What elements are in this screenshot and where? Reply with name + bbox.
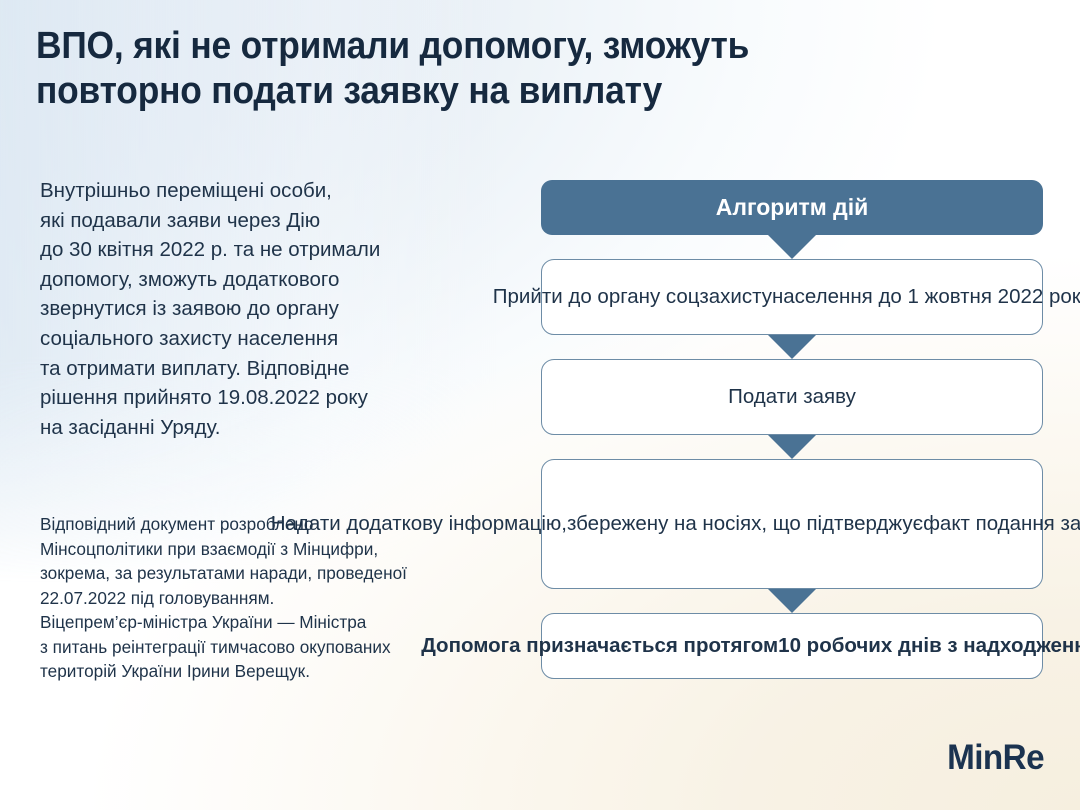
flow-step-3-line-2: збережену на носіях, що підтверджує [566, 511, 924, 535]
lead-paragraph-line-9: на засіданні Уряду. [40, 415, 221, 439]
flow-step-3-line-3: факт подання заяви через [923, 511, 1080, 535]
flow-arrow-down-icon [768, 435, 816, 459]
footnote-line-5: Віцепрем’єр-міністра України — Міністра [40, 612, 367, 632]
flow-step-1: Прийти до органу соцзахисту населення до … [493, 259, 1080, 335]
lead-paragraph-line-4: допомогу, зможуть додаткового [40, 267, 340, 291]
lead-paragraph-line-6: соціального захисту населення [40, 327, 339, 351]
page-title-line-2: повторно подати заявку на виплату [36, 69, 663, 112]
lead-paragraph-line-2: які подавали заяви через Дію [40, 208, 321, 232]
minre-logo: MinRe [947, 738, 1044, 777]
footnote-line-6: з питань реінтеграції тимчасово окупован… [40, 636, 391, 657]
flow-step-4-line-1: Допомога призначається протягом [421, 633, 779, 657]
page-title: ВПО, які не отримали допомогу, зможуть п… [36, 24, 947, 114]
flow-step-4-line-2: 10 робочих днів з надходження заяви [778, 633, 1080, 657]
lead-paragraph-line-3: до 30 квітня 2022 р. та не отримали [40, 238, 381, 262]
flow-step-1-line-2: населення до 1 жовтня 2022 року [771, 284, 1080, 308]
flow-arrow-down-icon [768, 335, 816, 359]
flow-step-3-line-1: Надати додаткову інформацію, [270, 511, 567, 535]
flow-step-3: Надати додаткову інформацію, збережену на… [271, 459, 1080, 589]
footnote-line-7: територій України Ірини Верещук. [40, 661, 310, 681]
flow-arrow-down-icon [768, 235, 816, 259]
flowchart-header: Алгоритм дій [541, 180, 1043, 235]
flow-step-1-line-1: Прийти до органу соцзахисту [492, 284, 772, 308]
flow-arrow-down-icon [768, 589, 816, 613]
lead-paragraph-line-8: рішення прийнято 19.08.2022 року [40, 386, 368, 410]
footnote-line-3: зокрема, за результатами наради, проведе… [40, 563, 407, 583]
lead-paragraph-line-1: Внутрішньо переміщені особи, [40, 179, 332, 202]
lead-paragraph: Внутрішньо переміщені особи, які подавали… [40, 176, 510, 442]
page-title-line-1: ВПО, які не отримали допомогу, зможуть [36, 25, 750, 67]
footnote-line-4: 22.07.2022 під головуванням. [40, 587, 275, 608]
footnote-line-1: Відповідний документ розроблено [40, 514, 314, 534]
lead-paragraph-line-5: звернутися із заявою до органу [40, 297, 339, 321]
flow-step-2: Подати заяву [541, 359, 1043, 435]
footnote-paragraph: Відповідний документ розроблено Мінсоцпол… [40, 512, 540, 684]
lead-paragraph-line-7: та отримати виплату. Відповідне [40, 356, 350, 380]
flow-step-4: Допомога призначається протягом 10 робочи… [421, 613, 1080, 679]
footnote-line-2: Мінсоцполітики при взаємодії з Мінцифри, [40, 538, 379, 559]
flow-step-2-line-1: Подати заяву [728, 384, 856, 408]
algorithm-flowchart: Алгоритм дій Прийти до органу соцзахисту… [271, 180, 1080, 679]
